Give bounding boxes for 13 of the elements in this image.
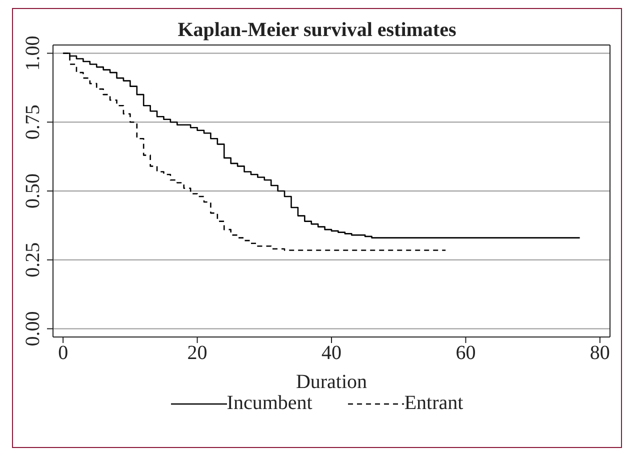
x-tick-label: 20	[187, 342, 208, 364]
x-tick-label: 0	[58, 342, 68, 364]
x-axis-title: Duration	[296, 371, 368, 393]
y-tick-label: 0.00	[22, 311, 44, 346]
x-tick-label: 80	[590, 342, 610, 364]
legend-label: Entrant	[404, 392, 464, 415]
y-tick-label: 0.75	[22, 104, 44, 140]
y-tick-label: 1.00	[22, 36, 44, 71]
legend-label: Incumbent	[226, 392, 312, 415]
x-tick-label: 40	[322, 342, 342, 364]
x-tick-label: 60	[456, 342, 476, 364]
y-tick-label: 0.50	[22, 174, 44, 208]
y-tick-label: 0.25	[22, 242, 44, 278]
